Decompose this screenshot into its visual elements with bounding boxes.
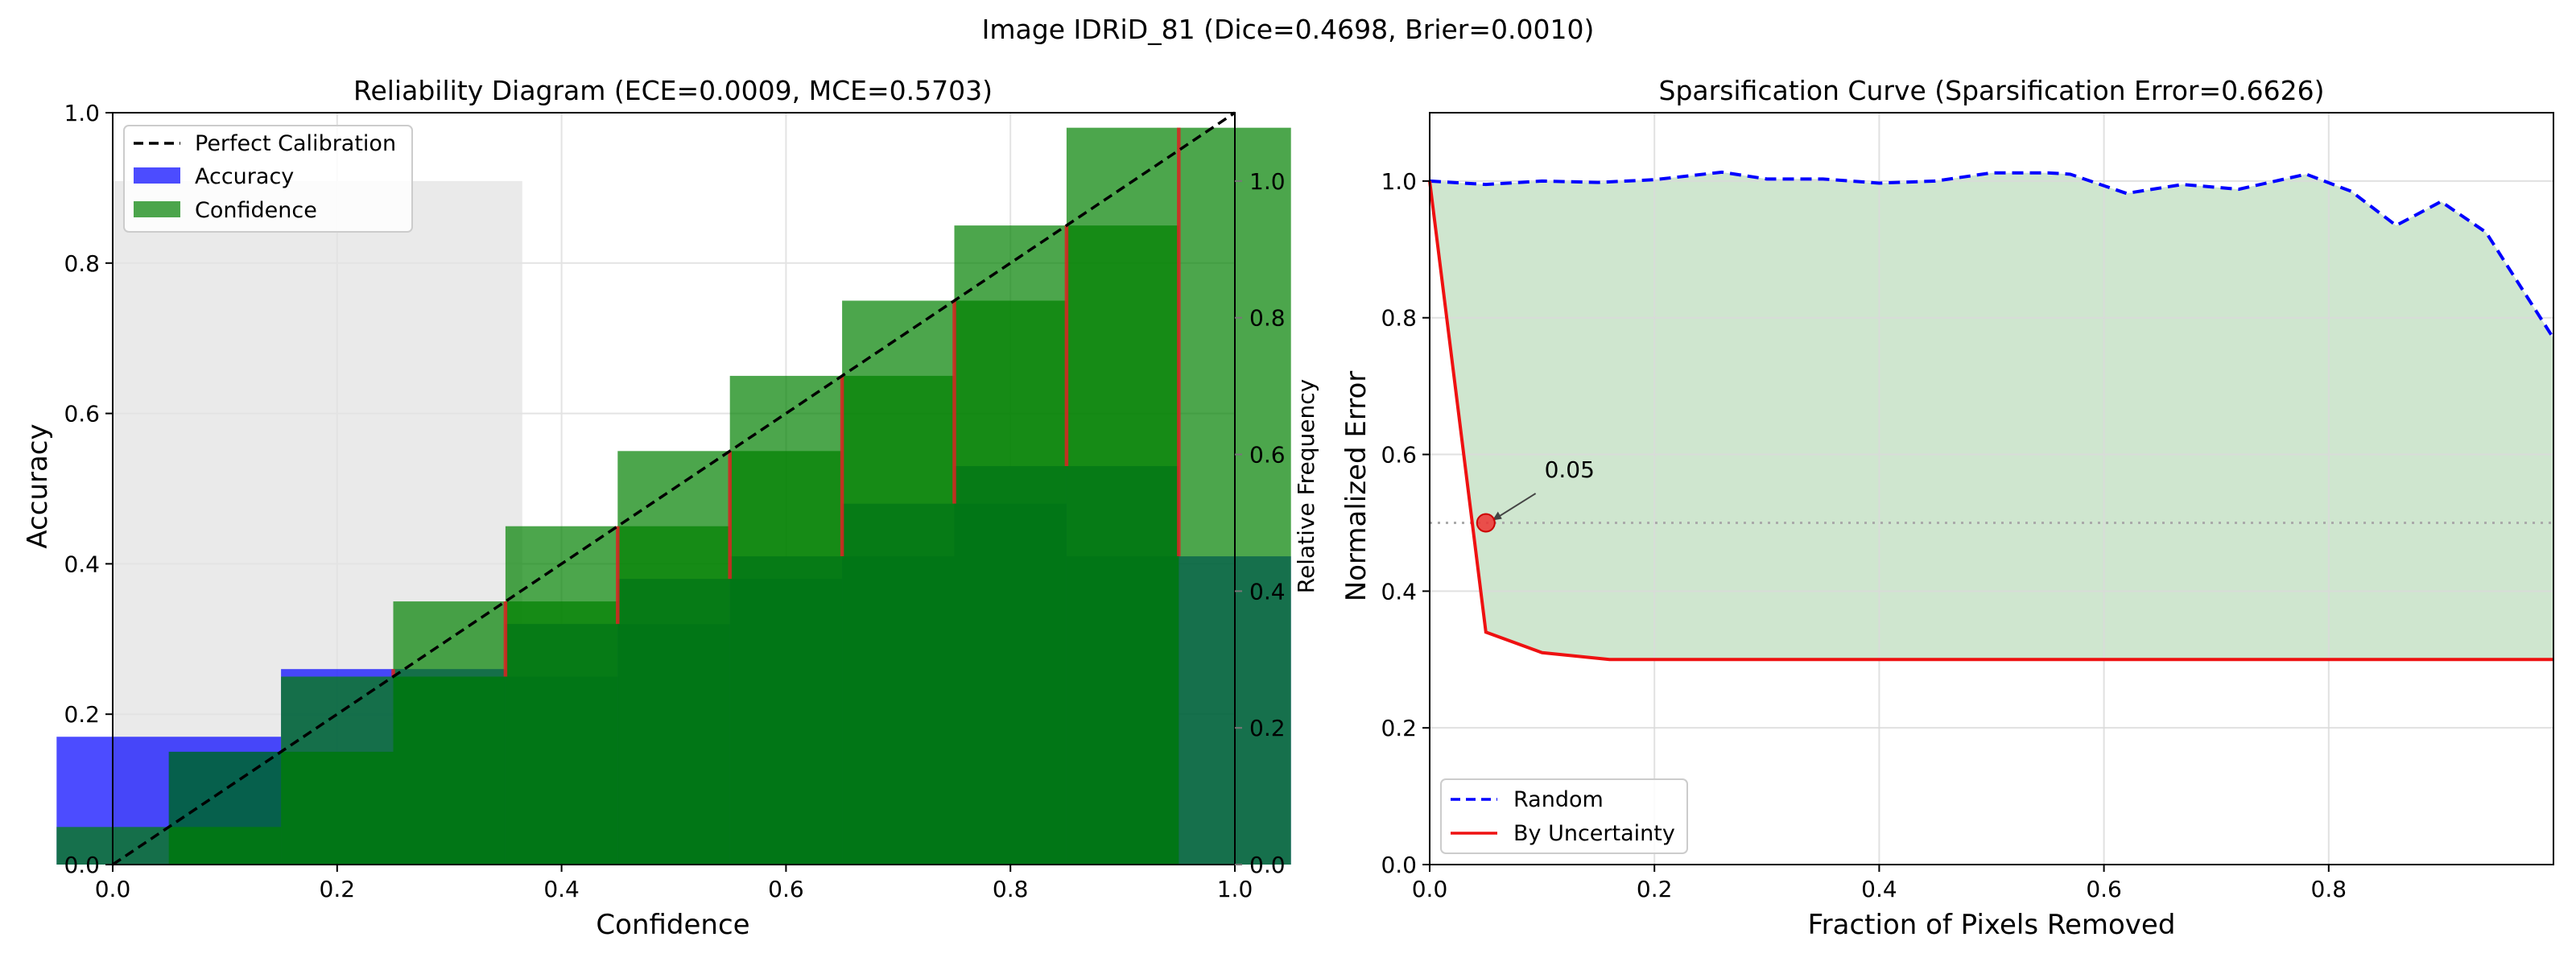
- x-tick-label: 0.4: [1861, 876, 1897, 902]
- y-tick-label: 0.4: [1381, 578, 1417, 605]
- y2-tick-label: 0.8: [1249, 305, 1286, 332]
- axes-frame: [1429, 112, 2554, 865]
- y-tick-label: 1.0: [1381, 168, 1417, 195]
- legend-label-perfect-calibration: Perfect Calibration: [195, 131, 396, 156]
- series-by-uncertainty-line: [1428, 180, 2553, 662]
- y-tick-label: 0.2: [1381, 715, 1417, 741]
- annotation-arrow: [1493, 493, 1537, 521]
- legend-label-random: Random: [1513, 787, 1604, 812]
- y2-tick-label: 0.6: [1249, 442, 1286, 469]
- y-tick-label: 1.0: [64, 100, 100, 126]
- y-tick-label: 0.2: [64, 701, 100, 728]
- sparsification-x-axis-label: Fraction of Pixels Removed: [1808, 909, 2176, 941]
- marker-annotation-label: 0.05: [1545, 456, 1595, 483]
- reliability-x-axis-label: Confidence: [596, 909, 749, 941]
- y2-tick-label: 0.0: [1249, 852, 1286, 878]
- reliability-plot-area: 0.0 0.2 0.4 0.6 0.8 1.00.00.20.40.60.81.00.00…: [56, 100, 1291, 902]
- figure-suptitle: Image IDRiD_81 (Dice=0.4698, Brier=0.001…: [982, 14, 1595, 45]
- y2-tick-label: 0.2: [1249, 715, 1286, 741]
- reliability-diagram: Reliability Diagram (ECE=0.0009, MCE=0.5…: [22, 75, 1319, 941]
- legend-swatch-accuracy: [134, 167, 180, 184]
- perfect-calibration-line: [112, 111, 1236, 866]
- series-random-line: [1429, 170, 2555, 340]
- legend-frame: [123, 125, 413, 233]
- reliability-y-axis-label: Accuracy: [22, 423, 54, 548]
- annotation-arrowhead: [1492, 511, 1502, 521]
- sparsification-fill-area: [1430, 171, 2553, 660]
- legend-swatch-confidence: [134, 201, 180, 217]
- y-tick-label: 0.0: [1381, 852, 1417, 878]
- x-tick-label: 0.2: [1637, 876, 1673, 902]
- y2-tick-label: 1.0: [1249, 168, 1286, 195]
- legend-label-by-uncertainty: By Uncertainty: [1513, 821, 1675, 846]
- axes-frame: [112, 112, 1236, 865]
- legend-label-confidence: Confidence: [195, 198, 317, 223]
- y-tick-label: 0.0: [64, 852, 100, 878]
- x-tick-label: 0.2: [320, 876, 356, 902]
- sparsification-title: Sparsification Curve (Sparsification Err…: [1659, 75, 2325, 106]
- x-tick-label: 0.8: [2311, 876, 2347, 902]
- x-tick-label: 0.6: [2086, 876, 2122, 902]
- reliability-secondary-y-axis-label: Relative Frequency: [1293, 379, 1319, 593]
- x-tick-label: 1.0: [1217, 876, 1253, 902]
- sparsification-y-axis-label: Normalized Error: [1340, 371, 1373, 602]
- x-tick-label: 0.0: [1412, 876, 1448, 902]
- legend-frame: [1440, 778, 1688, 854]
- y-tick-label: 0.8: [1381, 305, 1417, 332]
- sparsification-plot-area: 0.0 0.2 0.4 0.6 0.8 0.0 0.2 0.4 0.6 0.8 1.0: [1381, 112, 2555, 902]
- legend-label-accuracy: Accuracy: [195, 164, 294, 189]
- reliability-title: Reliability Diagram (ECE=0.0009, MCE=0.5…: [353, 75, 993, 106]
- y-tick-label: 0.6: [1381, 442, 1417, 469]
- x-tick-label: 0.0: [95, 876, 131, 902]
- x-tick-label: 0.8: [993, 876, 1029, 902]
- y-tick-label: 0.8: [64, 250, 100, 277]
- reliability-legend: Perfect Calibration Accuracy Confidence: [123, 125, 413, 233]
- x-tick-label: 0.4: [543, 876, 580, 902]
- sparsification-legend: Random By Uncertainty: [1440, 778, 1688, 854]
- threshold-marker-point: [1476, 513, 1496, 533]
- y-tick-label: 0.6: [64, 401, 100, 427]
- y-tick-label: 0.4: [64, 551, 100, 577]
- y2-tick-label: 0.4: [1249, 578, 1286, 605]
- sparsification-curve: Sparsification Curve (Sparsification Err…: [1340, 75, 2555, 941]
- x-tick-label: 0.6: [768, 876, 804, 902]
